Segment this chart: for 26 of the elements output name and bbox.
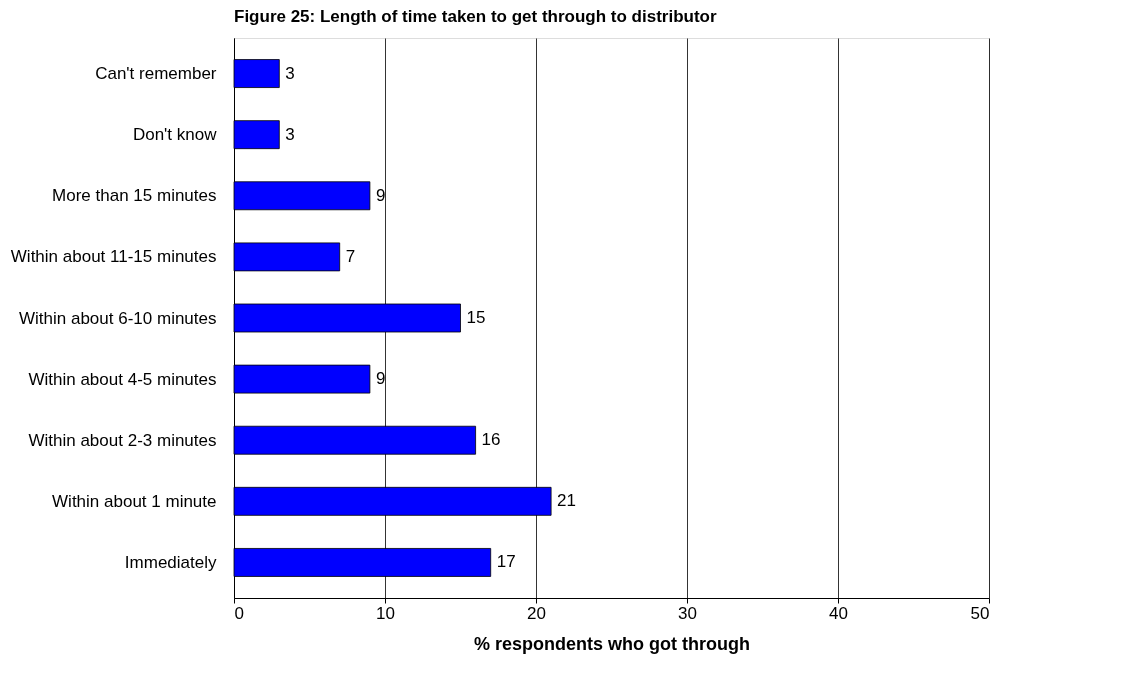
data-label: 15	[466, 308, 486, 327]
data-label: 3	[285, 124, 295, 144]
data-label: 9	[375, 369, 386, 389]
y-tick-label: More than 15 minutes	[52, 186, 217, 206]
data-label: 16	[481, 430, 501, 450]
y-tick-label: Within about 6-10 minutes	[19, 308, 217, 328]
x-tick-label: 20	[527, 603, 546, 623]
y-tick-label: Within about 11-15 minutes	[10, 247, 217, 267]
y-tick-label: Within about 2-3 minutes	[28, 430, 217, 450]
x-axis-title: % respondents who got through	[474, 633, 750, 654]
x-tick-label: 50	[970, 603, 990, 623]
x-tick-label: 30	[678, 603, 697, 623]
chart-title: Figure 25: Length of time taken to get through to distributor	[234, 7, 717, 26]
x-tick-label: 40	[829, 603, 848, 623]
data-label: 9	[375, 185, 386, 205]
data-label: 7	[345, 246, 356, 266]
data-label: 17	[496, 552, 516, 572]
y-tick-label: Immediately	[124, 552, 217, 572]
y-tick-label: Can't remember	[95, 64, 217, 84]
y-tick-label: Within about 1 minute	[52, 491, 217, 511]
y-tick-label: Within about 4-5 minutes	[28, 369, 217, 389]
x-tick-label: 10	[376, 603, 395, 623]
data-label: 3	[285, 63, 295, 83]
x-tick-label: 0	[234, 603, 244, 623]
y-tick-label: Don't know	[132, 125, 218, 145]
data-label: 21	[557, 491, 577, 511]
